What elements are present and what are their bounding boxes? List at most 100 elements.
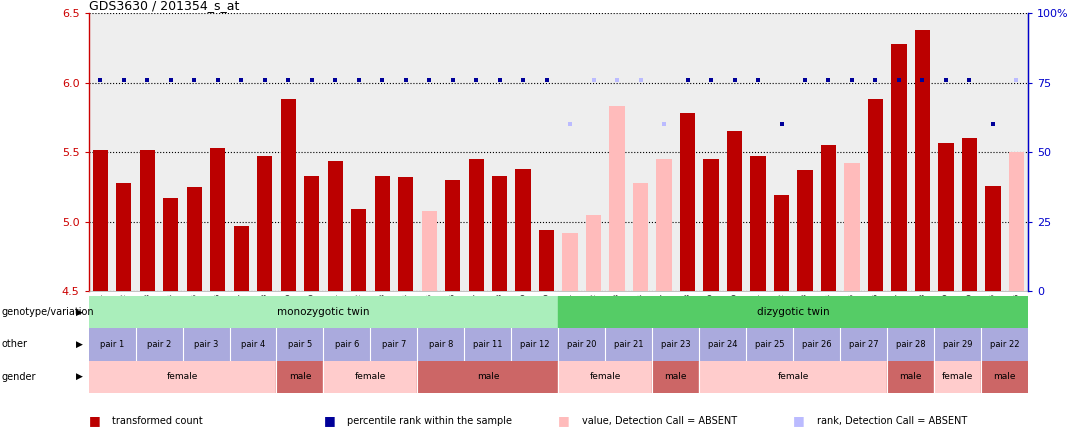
Bar (793, 13, 816, 291)
Bar (962, 139, 977, 291)
Bar (136, 13, 159, 291)
Bar (1009, 152, 1024, 291)
Text: pair 29: pair 29 (943, 340, 972, 349)
Bar (159, 13, 183, 291)
Text: male: male (900, 372, 922, 381)
Text: ▶: ▶ (77, 307, 83, 317)
Text: pair 26: pair 26 (802, 340, 832, 349)
Bar (324, 361, 417, 393)
Bar (1004, 13, 1028, 291)
Text: pair 7: pair 7 (381, 340, 406, 349)
Bar (417, 13, 441, 291)
Bar (888, 13, 910, 291)
Bar (187, 187, 202, 291)
Text: pair 1: pair 1 (100, 340, 124, 349)
Bar (888, 361, 934, 393)
Bar (864, 13, 888, 291)
Bar (112, 13, 136, 291)
Text: monozygotic twin: monozygotic twin (278, 307, 369, 317)
Bar (816, 13, 840, 291)
Bar (934, 361, 982, 393)
Bar (394, 13, 417, 291)
Text: male: male (664, 372, 687, 381)
Bar (558, 296, 1028, 328)
Bar (797, 170, 812, 291)
Text: female: female (942, 372, 973, 381)
Bar (421, 210, 436, 291)
Bar (512, 13, 535, 291)
Bar (629, 13, 652, 291)
Bar (233, 226, 248, 291)
Bar (417, 361, 558, 393)
Text: pair 28: pair 28 (896, 340, 926, 349)
Bar (700, 361, 887, 393)
Bar (700, 13, 723, 291)
Bar (183, 13, 206, 291)
Text: ■: ■ (558, 415, 570, 428)
Text: pair 21: pair 21 (615, 340, 644, 349)
Bar (469, 159, 484, 291)
Text: pair 5: pair 5 (288, 340, 312, 349)
Bar (93, 150, 108, 291)
Bar (915, 30, 930, 291)
Bar (375, 176, 390, 291)
Bar (680, 113, 696, 291)
Bar (558, 361, 652, 393)
Bar (276, 361, 324, 393)
Text: female: female (590, 372, 621, 381)
Text: GDS3630 / 201354_s_at: GDS3630 / 201354_s_at (89, 0, 239, 12)
Bar (253, 13, 276, 291)
Text: pair 20: pair 20 (567, 340, 596, 349)
Text: ▶: ▶ (77, 372, 83, 381)
Text: ■: ■ (324, 415, 335, 428)
Text: pair 4: pair 4 (241, 340, 265, 349)
Bar (840, 13, 864, 291)
Bar (582, 13, 605, 291)
Bar (676, 13, 700, 291)
Bar (281, 99, 296, 291)
Text: male: male (288, 372, 311, 381)
Text: pair 23: pair 23 (661, 340, 690, 349)
Bar (276, 13, 300, 291)
Bar (727, 131, 742, 291)
Bar (399, 177, 414, 291)
Bar (117, 183, 132, 291)
Bar (206, 13, 229, 291)
Bar (605, 13, 629, 291)
Text: ■: ■ (89, 415, 100, 428)
Text: dizygotic twin: dizygotic twin (757, 307, 829, 317)
Bar (609, 107, 624, 291)
Bar (845, 163, 860, 291)
Bar (746, 13, 770, 291)
Bar (939, 143, 954, 291)
Text: pair 25: pair 25 (755, 340, 784, 349)
Bar (515, 169, 530, 291)
Bar (770, 13, 793, 291)
Bar (324, 13, 347, 291)
Text: pair 6: pair 6 (335, 340, 360, 349)
Text: male: male (476, 372, 499, 381)
Bar (586, 215, 602, 291)
Bar (445, 180, 460, 291)
Bar (347, 13, 370, 291)
Text: female: female (166, 372, 199, 381)
Bar (633, 183, 648, 291)
Bar (751, 156, 766, 291)
Bar (464, 13, 488, 291)
Text: pair 11: pair 11 (473, 340, 502, 349)
Text: gender: gender (1, 372, 36, 382)
Text: female: female (778, 372, 809, 381)
Bar (327, 161, 342, 291)
Text: genotype/variation: genotype/variation (1, 307, 94, 317)
Text: pair 2: pair 2 (147, 340, 171, 349)
Bar (89, 13, 112, 291)
Bar (257, 156, 272, 291)
Bar (89, 296, 558, 328)
Bar (229, 13, 253, 291)
Bar (535, 13, 558, 291)
Text: pair 12: pair 12 (521, 340, 550, 349)
Bar (981, 13, 1004, 291)
Bar (558, 13, 582, 291)
Bar (891, 44, 906, 291)
Text: rank, Detection Call = ABSENT: rank, Detection Call = ABSENT (818, 416, 968, 426)
